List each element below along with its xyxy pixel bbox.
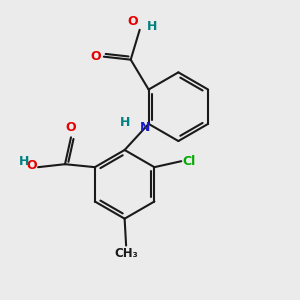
Text: O: O xyxy=(66,121,76,134)
Text: H: H xyxy=(119,116,130,130)
Text: N: N xyxy=(140,121,150,134)
Text: O: O xyxy=(90,50,101,63)
Text: CH₃: CH₃ xyxy=(114,247,138,260)
Text: O: O xyxy=(26,159,37,172)
Text: Cl: Cl xyxy=(183,155,196,168)
Text: H: H xyxy=(19,155,29,168)
Text: H: H xyxy=(147,20,158,33)
Text: O: O xyxy=(128,15,138,28)
